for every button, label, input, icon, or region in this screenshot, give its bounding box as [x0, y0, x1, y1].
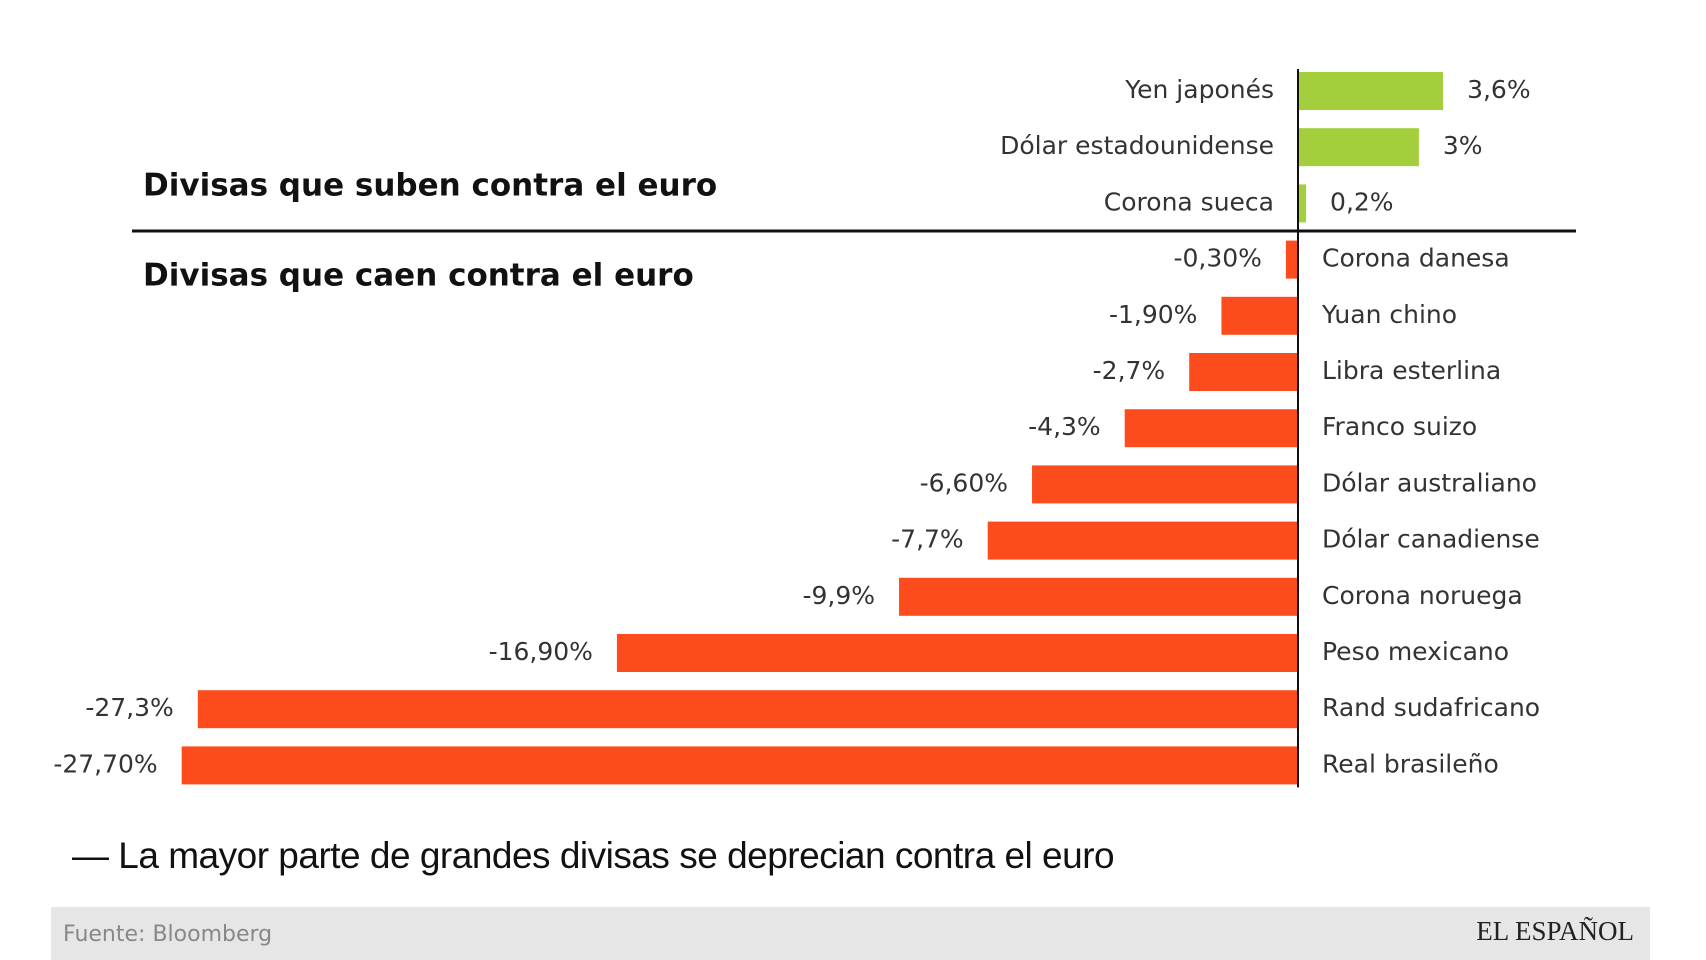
category-label: Dólar canadiense: [1322, 525, 1540, 554]
bar: [1298, 128, 1419, 167]
category-label: Corona sueca: [1104, 187, 1274, 216]
value-label: -4,3%: [1028, 412, 1101, 441]
category-label: Real brasileño: [1322, 749, 1499, 778]
annotation: Divisas que suben contra el euro: [143, 168, 717, 204]
category-label: Yuan chino: [1321, 300, 1457, 329]
bar: [899, 577, 1298, 616]
bar: [181, 746, 1299, 785]
value-label: -0,30%: [1173, 244, 1261, 273]
value-label: -7,7%: [891, 525, 964, 554]
value-label: -2,7%: [1093, 356, 1166, 385]
value-label: -27,70%: [53, 749, 157, 778]
category-label: Dólar australiano: [1322, 468, 1537, 497]
category-label: Corona noruega: [1322, 581, 1523, 610]
category-label: Yen japonés: [1124, 75, 1274, 104]
bar: [1124, 409, 1298, 448]
category-label: Rand sudafricano: [1322, 693, 1540, 722]
value-label: 0,2%: [1330, 187, 1394, 216]
category-label: Peso mexicano: [1322, 637, 1509, 666]
value-label: 3,6%: [1467, 75, 1531, 104]
bar: [987, 521, 1298, 560]
annotation: Divisas que caen contra el euro: [143, 258, 694, 294]
value-label: 3%: [1443, 131, 1483, 160]
bar: [1189, 353, 1298, 391]
bar: [1221, 296, 1298, 335]
chart-title: — La mayor parte de grandes divisas se d…: [72, 835, 1114, 876]
value-label: -1,90%: [1109, 300, 1197, 329]
value-label: -16,90%: [489, 637, 593, 666]
bar: [1298, 184, 1307, 223]
source: Fuente: Bloomberg: [63, 922, 272, 947]
category-label: Dólar estadounidense: [1000, 131, 1274, 160]
footer-band: [51, 907, 1650, 960]
category-label: Franco suizo: [1322, 412, 1477, 441]
bar: [197, 690, 1298, 729]
bar: [1298, 72, 1444, 110]
value-label: -27,3%: [85, 693, 173, 722]
category-label: Libra esterlina: [1322, 356, 1501, 385]
brand: EL ESPAÑOL: [1476, 916, 1634, 946]
bar: [1032, 465, 1298, 504]
value-label: -6,60%: [920, 468, 1008, 497]
value-label: -9,9%: [802, 581, 875, 610]
bar: [1285, 240, 1298, 279]
bar: [616, 634, 1298, 672]
category-label: Corona danesa: [1322, 244, 1510, 273]
